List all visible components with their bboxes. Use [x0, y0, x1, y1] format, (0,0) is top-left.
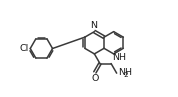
- Text: Cl: Cl: [20, 44, 29, 53]
- Text: NH: NH: [118, 68, 132, 77]
- Text: 2: 2: [123, 72, 128, 78]
- Text: O: O: [91, 74, 98, 83]
- Text: N: N: [90, 21, 97, 30]
- Text: NH: NH: [112, 53, 126, 62]
